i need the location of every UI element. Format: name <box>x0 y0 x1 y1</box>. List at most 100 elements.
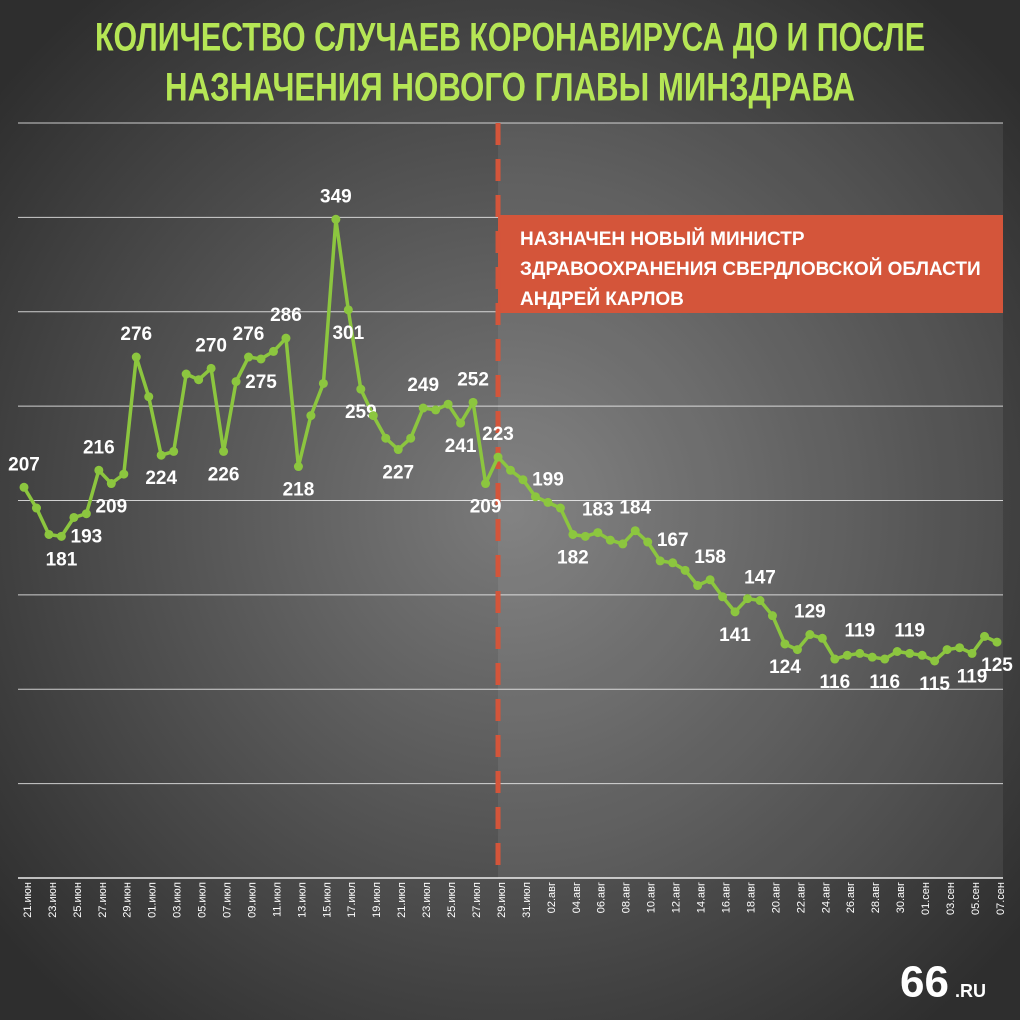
data-point <box>31 503 41 513</box>
x-tick-label: 17.июл <box>346 882 358 918</box>
data-label: 158 <box>694 547 726 568</box>
x-tick-label: 21.июн <box>22 882 34 918</box>
data-label: 275 <box>245 372 277 393</box>
x-tick-label: 12.авг <box>671 882 683 913</box>
x-tick-label: 01.июл <box>147 882 159 918</box>
data-label: 349 <box>320 186 352 207</box>
x-tick-label: 02.авг <box>546 882 558 913</box>
data-point <box>281 333 291 343</box>
annotation-box <box>498 215 1003 313</box>
data-point <box>767 611 777 621</box>
data-point <box>543 497 553 507</box>
data-point <box>942 645 952 655</box>
data-point <box>393 445 403 455</box>
data-label: 181 <box>46 549 78 570</box>
data-point <box>293 462 303 472</box>
x-tick-label: 03.сен <box>945 882 957 915</box>
data-label: 259 <box>345 402 377 423</box>
data-label: 276 <box>233 324 265 345</box>
x-tick-label: 16.авг <box>720 882 732 913</box>
data-point <box>468 397 478 407</box>
x-tick-label: 07.июл <box>221 882 233 918</box>
data-point <box>855 648 865 658</box>
data-point <box>481 479 491 489</box>
data-point <box>618 539 628 549</box>
data-point <box>443 399 453 409</box>
data-point <box>506 465 515 475</box>
data-point <box>169 446 179 456</box>
data-point <box>593 528 603 538</box>
data-point <box>81 509 91 519</box>
data-label: 249 <box>407 375 439 396</box>
data-point <box>842 650 852 660</box>
data-label: 223 <box>482 424 514 445</box>
logo-suffix: .RU <box>955 981 986 1001</box>
data-label: 147 <box>744 568 776 589</box>
data-point <box>668 558 678 568</box>
data-label: 184 <box>619 498 651 519</box>
data-label: 119 <box>957 666 988 687</box>
data-point <box>817 633 827 643</box>
x-tick-label: 25.июн <box>72 882 84 918</box>
data-point <box>306 411 316 421</box>
x-tick-label: 01.сен <box>920 882 932 915</box>
x-tick-label: 22.авг <box>795 882 807 913</box>
data-label: 301 <box>332 323 364 344</box>
x-tick-label: 10.авг <box>646 882 658 913</box>
data-point <box>318 378 328 388</box>
data-point <box>194 375 204 385</box>
data-point <box>518 475 528 485</box>
data-label: 167 <box>657 530 689 551</box>
data-point <box>980 631 990 641</box>
data-point <box>431 405 441 415</box>
data-point <box>106 479 116 489</box>
x-tick-label: 05.июл <box>197 882 209 918</box>
x-tick-label: 30.авг <box>895 882 907 913</box>
data-point <box>830 654 840 664</box>
x-tick-label: 27.июл <box>471 882 483 918</box>
data-label: 119 <box>894 620 925 641</box>
data-point <box>144 392 154 402</box>
data-point <box>368 411 378 421</box>
data-label: 216 <box>83 437 115 458</box>
data-label: 241 <box>445 436 477 457</box>
data-point <box>555 503 565 513</box>
data-label: 286 <box>270 305 302 326</box>
x-tick-label: 18.авг <box>745 882 757 913</box>
data-point <box>69 512 79 522</box>
data-label: 115 <box>919 674 950 695</box>
chart-title: КОЛИЧЕСТВО СЛУЧАЕВ КОРОНАВИРУСА ДО И ПОС… <box>95 16 925 60</box>
data-point <box>244 352 254 362</box>
data-label: 199 <box>532 469 564 490</box>
x-tick-label: 29.июн <box>122 882 134 918</box>
x-tick-label: 21.июл <box>396 882 408 918</box>
x-tick-label: 11.июл <box>271 882 283 917</box>
data-point <box>955 643 965 653</box>
data-point <box>655 556 665 566</box>
data-point <box>94 465 104 475</box>
data-label: 124 <box>769 657 801 678</box>
x-tick-label: 29.июл <box>496 882 508 918</box>
data-point <box>56 531 66 541</box>
data-label: 209 <box>470 497 502 518</box>
x-tick-label: 09.июл <box>246 882 258 918</box>
x-tick-label: 27.июн <box>97 882 109 918</box>
data-label: 183 <box>582 500 614 521</box>
x-tick-label: 20.авг <box>770 882 782 913</box>
data-point <box>331 214 341 224</box>
data-point <box>917 650 927 660</box>
data-point <box>44 529 54 539</box>
data-point <box>905 648 915 658</box>
data-label: 125 <box>981 655 1013 676</box>
data-point <box>493 452 503 462</box>
data-point <box>680 565 690 575</box>
x-tick-label: 19.июл <box>371 882 383 918</box>
data-label: 218 <box>283 480 315 501</box>
data-point <box>19 482 29 492</box>
data-label: 116 <box>869 672 900 693</box>
x-tick-label: 15.июл <box>321 882 333 918</box>
data-point <box>930 656 940 666</box>
data-point <box>231 377 241 387</box>
data-label: 252 <box>457 369 489 390</box>
